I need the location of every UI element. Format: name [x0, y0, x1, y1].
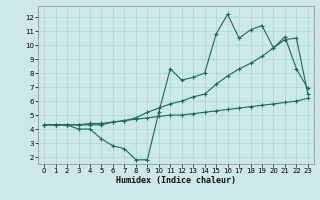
X-axis label: Humidex (Indice chaleur): Humidex (Indice chaleur)	[116, 176, 236, 185]
